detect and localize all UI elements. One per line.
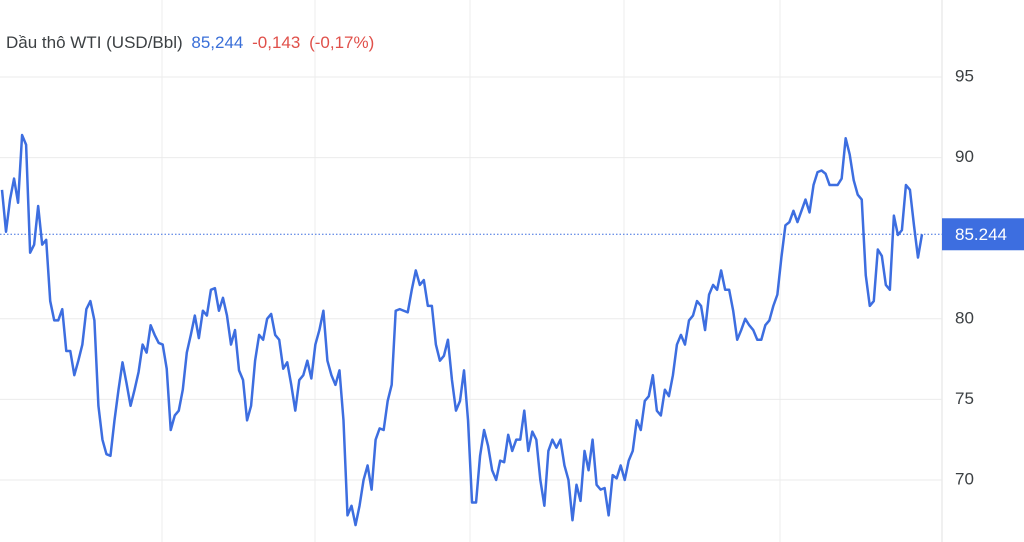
- change-percent: (-0,17%): [309, 33, 374, 52]
- change: -0,143: [252, 33, 300, 52]
- y-tick-label: 70: [955, 469, 974, 488]
- y-tick-label: 75: [955, 389, 974, 408]
- y-tick-label: 95: [955, 67, 974, 86]
- chart-header: Dầu thô WTI (USD/Bbl) 85,244 -0,143 (-0,…: [6, 33, 374, 52]
- y-tick-label: 90: [955, 147, 974, 166]
- chart-title: Dầu thô WTI (USD/Bbl): [6, 33, 183, 52]
- price-line: [0, 133, 924, 527]
- price: 85,244: [191, 33, 243, 52]
- y-tick-label: 80: [955, 308, 974, 327]
- last-value-label: 85.244: [955, 225, 1007, 244]
- last-value-badge: [942, 218, 1024, 251]
